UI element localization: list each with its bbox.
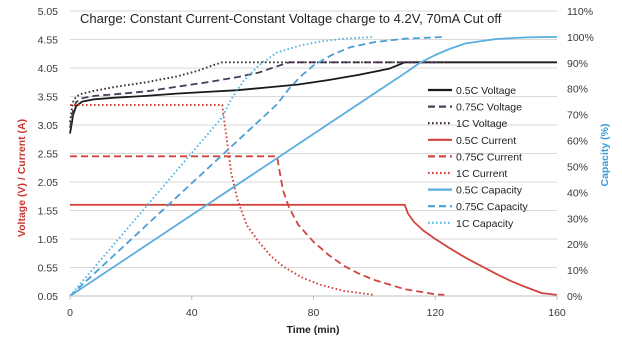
y-axis-right-label: Capacity (%) <box>599 123 611 186</box>
y-left-tick-label: 2.05 <box>38 177 59 189</box>
y-left-tick-label: 0.05 <box>38 291 59 303</box>
legend: 0.5C Voltage 0.75C Voltage 1C Voltage 0.5C … <box>428 85 529 230</box>
series-line-05c-capacity <box>69 36 558 297</box>
y-right-tick-label: 40% <box>567 187 588 199</box>
y-right-tick-label: 50% <box>567 161 588 173</box>
series-line-05c-current <box>70 203 558 296</box>
legend-label-05c-current: 0.5C Current <box>456 135 516 147</box>
axes: 0.05 0.55 1.05 1.55 2.05 2.55 3.05 3.55 4.05 4.55… <box>38 6 594 319</box>
x-axis-label: Time (min) <box>287 324 340 336</box>
y-right-tick-label: 110% <box>567 6 593 18</box>
chart-title: Charge: Constant Current-Constant Voltag… <box>80 11 502 26</box>
y-left-tick-label: 5.05 <box>38 6 59 18</box>
y-right-tick-label: 10% <box>567 265 588 277</box>
legend-label-1c-capacity: 1C Capacity <box>456 218 514 230</box>
grid-lines <box>70 10 557 297</box>
y-left-tick-label: 3.55 <box>38 92 59 104</box>
y-left-tick-label: 0.55 <box>38 263 59 275</box>
y-right-tick-label: 30% <box>567 213 588 225</box>
x-tick-label: 80 <box>308 307 320 319</box>
y-left-tick-label: 1.05 <box>38 234 59 246</box>
y-right-tick-label: 80% <box>567 84 588 96</box>
legend-label-075c-voltage: 0.75C Voltage <box>456 102 522 114</box>
series-line-1c-voltage <box>69 61 557 123</box>
y-right-tick-label: 70% <box>567 110 588 122</box>
y-left-tick-label: 4.55 <box>38 35 59 47</box>
legend-label-075c-current: 0.75C Current <box>456 151 522 163</box>
y-right-tick-label: 60% <box>567 136 588 148</box>
legend-label-1c-current: 1C Current <box>456 168 507 180</box>
x-tick-label: 40 <box>186 307 198 319</box>
legend-label-075c-capacity: 0.75C Capacity <box>456 201 529 213</box>
y-left-tick-label: 2.55 <box>38 149 59 161</box>
series-line-1c-current <box>70 104 375 296</box>
y-axis-left-label: Voltage (V) / Current (A) <box>16 119 28 237</box>
plot-series <box>69 35 558 297</box>
y-right-tick-label: 90% <box>567 58 588 70</box>
legend-label-1c-voltage: 1C Voltage <box>456 118 508 130</box>
y-left-tick-label: 3.05 <box>38 120 59 132</box>
series-line-1c-capacity <box>69 35 375 297</box>
x-tick-label: 120 <box>426 307 444 319</box>
y-left-tick-label: 4.05 <box>38 63 59 75</box>
y-right-tick-label: 100% <box>567 32 594 44</box>
x-tick-label: 0 <box>67 307 73 319</box>
series-line-075c-capacity <box>69 36 445 297</box>
x-tick-label: 160 <box>548 307 566 319</box>
legend-label-05c-voltage: 0.5C Voltage <box>456 85 516 97</box>
series-line-075c-current <box>70 155 445 296</box>
y-right-tick-label: 20% <box>567 239 588 251</box>
legend-label-05c-capacity: 0.5C Capacity <box>456 185 523 197</box>
y-left-tick-label: 1.55 <box>38 206 59 218</box>
y-right-tick-label: 0% <box>567 291 582 303</box>
